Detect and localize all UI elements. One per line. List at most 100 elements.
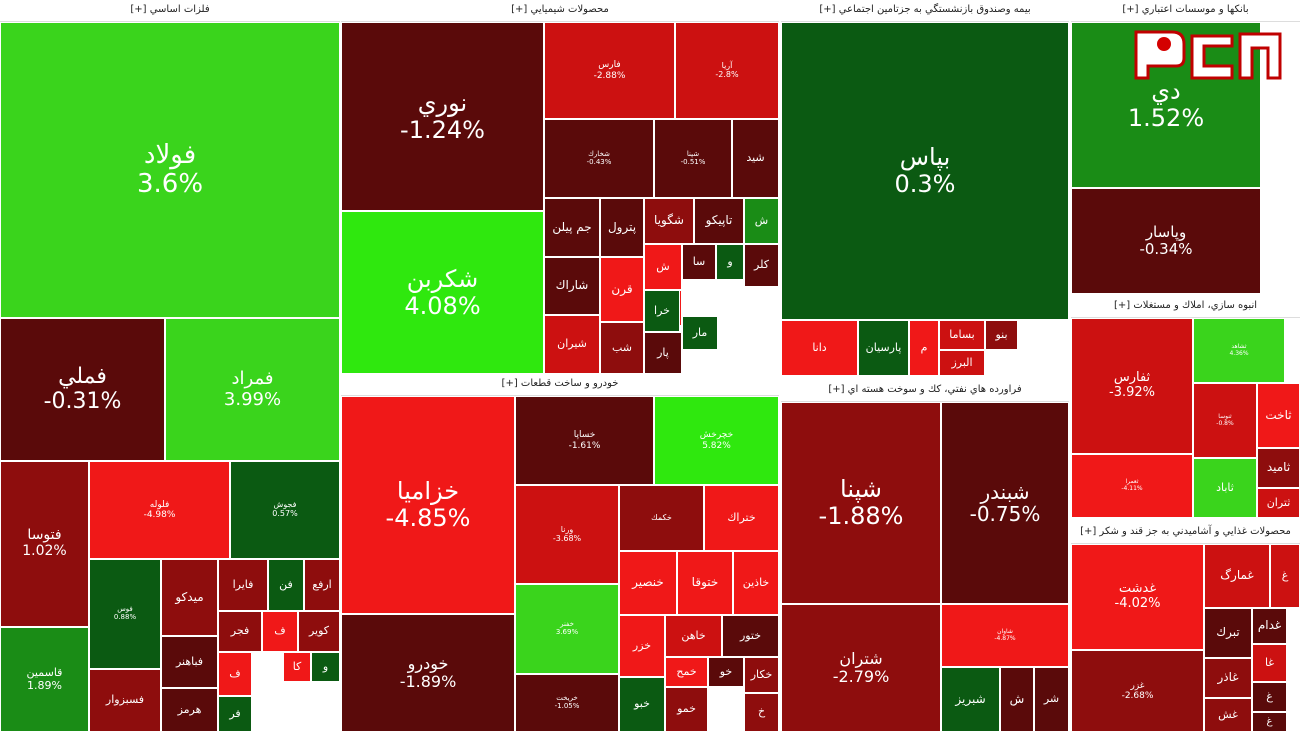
treemap-tile[interactable]: خبو [619,677,665,732]
treemap-tile[interactable]: دانا [781,320,858,376]
treemap-tile[interactable]: خاهن [665,615,722,657]
treemap-tile[interactable]: فسبزوار [89,669,161,732]
treemap-tile[interactable]: ختراك [704,485,779,551]
treemap-tile[interactable]: غش [1204,698,1252,732]
treemap-tile[interactable]: غا [1252,644,1287,682]
treemap-tile[interactable]: ش [644,244,682,290]
treemap-tile[interactable]: خريخت -1.05% [515,674,619,732]
treemap-tile[interactable]: فجوش 0.57% [230,461,340,559]
treemap-tile[interactable]: ثنوسا -0.8% [1193,383,1257,458]
treemap-tile[interactable]: فر [218,696,252,732]
treemap-tile[interactable]: جم پيلن [544,198,600,257]
treemap-tile[interactable]: شيران [544,315,600,374]
treemap-tile[interactable]: خكمك [619,485,704,551]
treemap-tile[interactable]: ثشاهد 4.36% [1193,318,1285,383]
treemap-tile[interactable]: شخارك -0.43% [544,119,654,198]
treemap-tile[interactable]: خرا [644,290,680,332]
treemap-tile[interactable]: فباهنر [161,636,218,688]
treemap-tile[interactable]: شاراك [544,257,600,315]
treemap-tile[interactable]: ختور [722,615,779,657]
treemap-tile[interactable]: فجر [218,611,262,652]
treemap-tile[interactable]: ثعمرا -4.11% [1071,454,1193,518]
treemap-tile[interactable]: شپنا -1.88% [781,402,941,604]
treemap-tile[interactable]: خو [708,657,744,687]
treemap-tile[interactable]: ش [1000,667,1034,732]
treemap-tile[interactable]: وپاسار -0.34% [1071,188,1261,294]
treemap-tile[interactable]: شتران -2.79% [781,604,941,732]
treemap-tile[interactable]: البرز [939,350,985,376]
treemap-tile[interactable]: ثاباد [1193,458,1257,518]
treemap-tile[interactable]: مار [682,316,718,350]
treemap-tile[interactable]: هرمز [161,688,218,732]
treemap-tile[interactable]: ورنا -3.68% [515,485,619,584]
treemap-tile[interactable]: غ [1270,544,1300,608]
treemap-tile[interactable]: خمح [665,657,708,687]
treemap-tile[interactable]: ثفارس -3.92% [1071,318,1193,454]
treemap-tile[interactable]: غ [1252,712,1287,732]
treemap-tile[interactable]: شيد [732,119,779,198]
treemap-tile[interactable]: م [909,320,939,376]
treemap-tile[interactable]: شب [600,322,644,374]
treemap-tile[interactable]: قرن [600,257,644,322]
treemap-tile[interactable]: بنو [985,320,1018,350]
treemap-tile[interactable]: ف [218,652,252,696]
treemap-tile[interactable]: خنصير [619,551,677,615]
treemap-tile[interactable]: ثاميد [1257,448,1300,488]
treemap-tile[interactable]: خزر [619,615,665,677]
treemap-tile[interactable]: فتوسا 1.02% [0,461,89,627]
sector-header[interactable]: محصولات غذايي و آشاميدني به جز قند و شكر… [1071,522,1300,544]
treemap-tile[interactable]: غ [1252,682,1287,712]
treemap-tile[interactable]: غدشت -4.02% [1071,544,1204,650]
treemap-tile[interactable]: خزاميا -4.85% [341,396,515,614]
treemap-tile[interactable]: ارفع [304,559,340,611]
treemap-tile[interactable]: فلوله -4.98% [89,461,230,559]
treemap-tile[interactable]: پار [644,332,682,374]
treemap-tile[interactable]: و [311,652,340,682]
sector-header[interactable]: بيمه وصندوق بازنشستگي به جزتامين اجتماعي… [781,0,1069,22]
treemap-tile[interactable]: شبريز [941,667,1000,732]
treemap-tile[interactable]: كوير [298,611,340,652]
treemap-tile[interactable]: نوري -1.24% [341,22,544,211]
treemap-tile[interactable]: ش [744,198,779,244]
treemap-tile[interactable]: غمارگ [1204,544,1270,608]
treemap-tile[interactable]: شبندر -0.75% [941,402,1069,604]
treemap-tile[interactable]: سا [682,244,716,280]
treemap-tile[interactable]: غزر -2.68% [1071,650,1204,732]
treemap-tile[interactable]: بپاس 0.3% [781,22,1069,320]
treemap-tile[interactable]: تاپيكو [694,198,744,244]
treemap-tile[interactable]: ختوقا [677,551,733,615]
treemap-tile[interactable]: غدام [1252,608,1287,644]
treemap-tile[interactable]: فارس -2.88% [544,22,675,119]
treemap-tile[interactable]: شر [1034,667,1069,732]
treemap-tile[interactable]: شكربن 4.08% [341,211,544,374]
treemap-tile[interactable]: فوس 0.88% [89,559,161,669]
treemap-tile[interactable]: آريا -2.8% [675,22,779,119]
treemap-tile[interactable]: و [716,244,744,280]
treemap-tile[interactable]: پارسيان [858,320,909,376]
treemap-tile[interactable]: بساما [939,320,985,350]
treemap-tile[interactable]: خچرخش 5.82% [654,396,779,485]
sector-header[interactable]: فراورده هاي نفتي، كك و سوخت هسته اي [+] [781,380,1069,402]
treemap-tile[interactable]: خاذين [733,551,779,615]
treemap-tile[interactable]: قاسمين 1.89% [0,627,89,732]
treemap-tile[interactable]: شپنا -0.51% [654,119,732,198]
treemap-tile[interactable]: كلر [744,244,779,287]
treemap-tile[interactable]: خساپا -1.61% [515,396,654,485]
treemap-tile[interactable]: فن [268,559,304,611]
treemap-tile[interactable]: ف [262,611,298,652]
sector-header[interactable]: بانكها و موسسات اعتباري [+] [1071,0,1300,22]
sector-header[interactable]: انبوه سازي، املاك و مستغلات [+] [1071,296,1300,318]
sector-header[interactable]: خودرو و ساخت قطعات [+] [341,374,779,396]
treemap-tile[interactable]: غاذر [1204,658,1252,698]
treemap-tile[interactable]: خودرو -1.89% [341,614,515,732]
treemap-tile[interactable]: خمو [665,687,708,732]
treemap-tile[interactable]: ميدكو [161,559,218,636]
treemap-tile[interactable]: فايرا [218,559,268,611]
treemap-tile[interactable]: فملي -0.31% [0,318,165,461]
sector-header[interactable]: فلزات اساسي [+] [0,0,340,22]
treemap-tile[interactable]: خفنر 3.69% [515,584,619,674]
treemap-tile[interactable]: كا [283,652,311,682]
treemap-tile[interactable]: تبرك [1204,608,1252,658]
treemap-tile[interactable]: خ [744,693,779,732]
treemap-tile[interactable]: فولاد 3.6% [0,22,340,318]
